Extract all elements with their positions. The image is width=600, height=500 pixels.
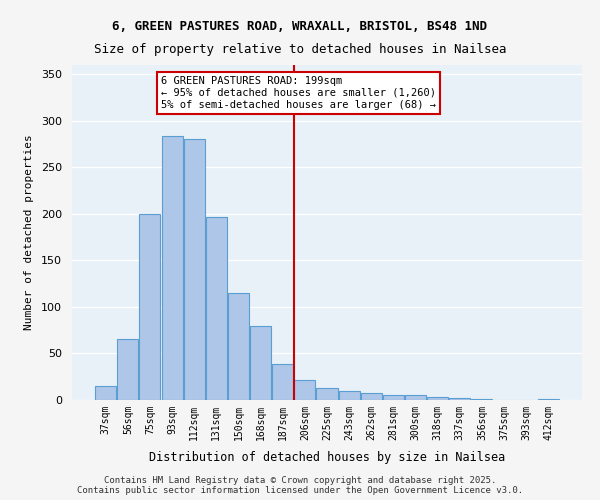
Text: 6 GREEN PASTURES ROAD: 199sqm
← 95% of detached houses are smaller (1,260)
5% of: 6 GREEN PASTURES ROAD: 199sqm ← 95% of d… (161, 76, 436, 110)
Bar (383, 396, 404, 400)
Bar (206, 216, 227, 400)
Y-axis label: Number of detached properties: Number of detached properties (24, 134, 34, 330)
Bar (316, 388, 338, 400)
Bar (95, 386, 116, 400)
Bar (472, 399, 493, 400)
Bar (272, 364, 293, 400)
Bar (139, 214, 160, 400)
Bar (538, 399, 559, 400)
Bar (361, 392, 382, 400)
Bar (405, 396, 426, 400)
Bar (427, 397, 448, 400)
Bar (184, 138, 205, 400)
Bar (449, 398, 470, 400)
Bar (118, 338, 139, 400)
Bar (228, 293, 249, 400)
Text: Contains HM Land Registry data © Crown copyright and database right 2025.
Contai: Contains HM Land Registry data © Crown c… (77, 476, 523, 495)
Text: Size of property relative to detached houses in Nailsea: Size of property relative to detached ho… (94, 42, 506, 56)
Bar (338, 390, 359, 400)
Text: 6, GREEN PASTURES ROAD, WRAXALL, BRISTOL, BS48 1ND: 6, GREEN PASTURES ROAD, WRAXALL, BRISTOL… (113, 20, 487, 33)
X-axis label: Distribution of detached houses by size in Nailsea: Distribution of detached houses by size … (149, 451, 505, 464)
Bar (161, 136, 182, 400)
Bar (295, 380, 316, 400)
Bar (250, 326, 271, 400)
